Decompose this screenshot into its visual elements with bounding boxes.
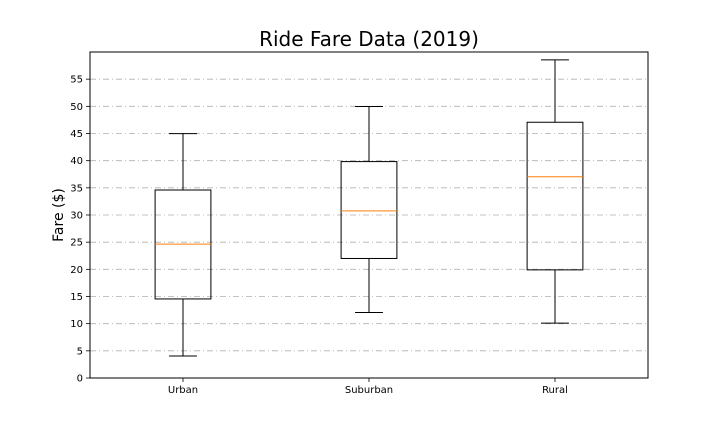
y-axis-label: Fare ($) bbox=[51, 188, 67, 242]
y-tick-label: 45 bbox=[70, 129, 83, 140]
boxes bbox=[154, 59, 584, 357]
chart-title: Ride Fare Data (2019) bbox=[259, 27, 479, 51]
y-tick-label: 0 bbox=[77, 374, 83, 385]
y-tick-label: 40 bbox=[70, 156, 83, 167]
box-suburban bbox=[340, 106, 398, 314]
x-tick-label: Rural bbox=[542, 385, 568, 396]
y-tick-label: 20 bbox=[70, 265, 83, 276]
y-tick-label: 5 bbox=[77, 346, 83, 357]
y-tick-label: 50 bbox=[70, 102, 83, 113]
y-tick-label: 30 bbox=[70, 211, 83, 222]
x-axis-ticks: Urban Suburban Rural bbox=[168, 378, 568, 396]
y-tick-label: 25 bbox=[70, 238, 83, 249]
iqr-box bbox=[340, 161, 398, 259]
y-tick-label: 35 bbox=[70, 183, 83, 194]
y-tick-label: 15 bbox=[70, 292, 83, 303]
box-urban bbox=[154, 133, 212, 357]
box-rural bbox=[526, 59, 584, 324]
y-axis-ticks: 0 5 10 15 20 25 30 35 40 45 50 55 bbox=[70, 75, 90, 385]
x-tick-label: Suburban bbox=[345, 385, 393, 396]
y-tick-label: 10 bbox=[70, 319, 83, 330]
x-tick-label: Urban bbox=[168, 385, 198, 396]
y-tick-label: 55 bbox=[70, 75, 83, 86]
iqr-box bbox=[526, 121, 584, 271]
